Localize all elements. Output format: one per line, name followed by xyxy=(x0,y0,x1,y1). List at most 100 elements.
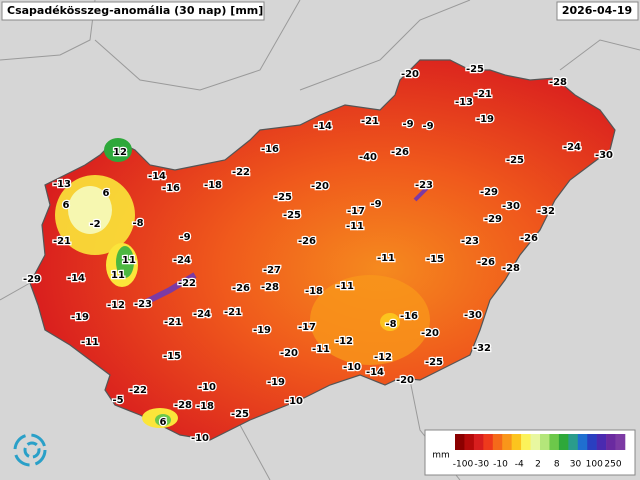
station-value: -10 xyxy=(191,433,209,444)
logo xyxy=(13,433,47,467)
legend-label: 8 xyxy=(554,460,560,470)
station-value: -29 xyxy=(480,187,498,198)
station-value: -12 xyxy=(374,352,392,363)
station-value: -14 xyxy=(67,273,85,284)
anomaly-patches xyxy=(55,138,432,428)
station-value: -24 xyxy=(193,309,211,320)
station-value: -26 xyxy=(298,236,316,247)
legend-swatch xyxy=(521,434,531,450)
station-value: -9 xyxy=(370,199,381,210)
station-value: -15 xyxy=(163,351,181,362)
legend-swatch xyxy=(511,434,522,450)
station-value: -14 xyxy=(314,121,332,132)
station-value: -2 xyxy=(89,219,100,230)
legend-swatch xyxy=(530,434,541,450)
station-value: -14 xyxy=(148,171,166,182)
station-value: -19 xyxy=(476,114,494,125)
station-value: -22 xyxy=(232,167,250,178)
date: 2026-04-19 xyxy=(562,4,632,17)
legend-label: -100 xyxy=(453,460,474,470)
station-value: 11 xyxy=(122,255,136,266)
station-value: 12 xyxy=(113,147,127,158)
station-value: -25 xyxy=(283,210,301,221)
station-value: -11 xyxy=(377,253,395,264)
station-value: -21 xyxy=(53,236,71,247)
legend-label: -4 xyxy=(515,460,524,470)
legend-swatch xyxy=(568,434,579,450)
station-value: -30 xyxy=(464,310,482,321)
legend-swatch xyxy=(606,434,616,450)
station-value: -20 xyxy=(421,328,439,339)
legend-swatch xyxy=(492,434,503,450)
station-value: 6 xyxy=(160,417,167,428)
legend-swatch xyxy=(502,434,512,450)
legend-label: 250 xyxy=(604,460,621,470)
station-value: -26 xyxy=(520,233,538,244)
station-value: -17 xyxy=(298,322,316,333)
station-value: -11 xyxy=(81,337,99,348)
legend-swatch xyxy=(577,434,588,450)
station-value: -16 xyxy=(261,144,279,155)
title-box xyxy=(1,1,265,21)
station-value: -21 xyxy=(164,317,182,328)
legend-label: 30 xyxy=(570,460,582,470)
station-value: -28 xyxy=(261,282,279,293)
station-value: -20 xyxy=(280,348,298,359)
station-value: -25 xyxy=(466,64,484,75)
station-value: -32 xyxy=(473,343,491,354)
station-value: -9 xyxy=(179,232,190,243)
station-value: -30 xyxy=(502,201,520,212)
station-value: -11 xyxy=(346,221,364,232)
station-value: -10 xyxy=(198,382,216,393)
station-value: -10 xyxy=(343,362,361,373)
station-value: 6 xyxy=(103,188,110,199)
station-value: -21 xyxy=(361,116,379,127)
legend-label: -10 xyxy=(493,460,508,470)
station-value: -29 xyxy=(484,214,502,225)
legend-swatch xyxy=(587,434,597,450)
station-value: -13 xyxy=(53,179,71,190)
station-value: -19 xyxy=(267,377,285,388)
station-value: -30 xyxy=(595,150,613,161)
station-value: -21 xyxy=(474,89,492,100)
legend-swatch xyxy=(464,434,475,450)
station-value: -8 xyxy=(385,319,396,330)
station-value: -26 xyxy=(232,283,250,294)
station-value: -21 xyxy=(224,307,242,318)
station-value: -18 xyxy=(204,180,222,191)
title: Csapadékösszeg-anomália (30 nap) [mm] xyxy=(7,4,263,17)
station-value: -12 xyxy=(335,336,353,347)
station-value: -12 xyxy=(107,300,125,311)
legend-label: -30 xyxy=(474,460,489,470)
station-value: -16 xyxy=(400,311,418,322)
station-value: -22 xyxy=(178,278,196,289)
station-value: -28 xyxy=(549,77,567,88)
station-value: -14 xyxy=(366,367,384,378)
station-value: 11 xyxy=(111,270,125,281)
station-value: -19 xyxy=(71,312,89,323)
station-value: -32 xyxy=(537,206,555,217)
station-value: 6 xyxy=(63,200,70,211)
station-value: -24 xyxy=(173,255,191,266)
date-box xyxy=(556,1,639,21)
legend-swatch xyxy=(549,434,560,450)
legend-unit: mm xyxy=(432,451,450,461)
station-value: -5 xyxy=(112,395,123,406)
station-value: -29 xyxy=(23,274,41,285)
station-value: -25 xyxy=(274,192,292,203)
station-value: -11 xyxy=(336,281,354,292)
legend-swatch xyxy=(483,434,494,450)
legend-swatch xyxy=(540,434,550,450)
station-value: -13 xyxy=(455,97,473,108)
station-value: -19 xyxy=(253,325,271,336)
station-value: -18 xyxy=(305,286,323,297)
station-value: -23 xyxy=(415,180,433,191)
station-value: -27 xyxy=(263,265,281,276)
station-value: -16 xyxy=(162,183,180,194)
station-value: -9 xyxy=(402,119,413,130)
station-value: -11 xyxy=(312,344,330,355)
country-shape xyxy=(29,59,616,441)
station-value: -20 xyxy=(311,181,329,192)
legend-label: 100 xyxy=(586,460,603,470)
